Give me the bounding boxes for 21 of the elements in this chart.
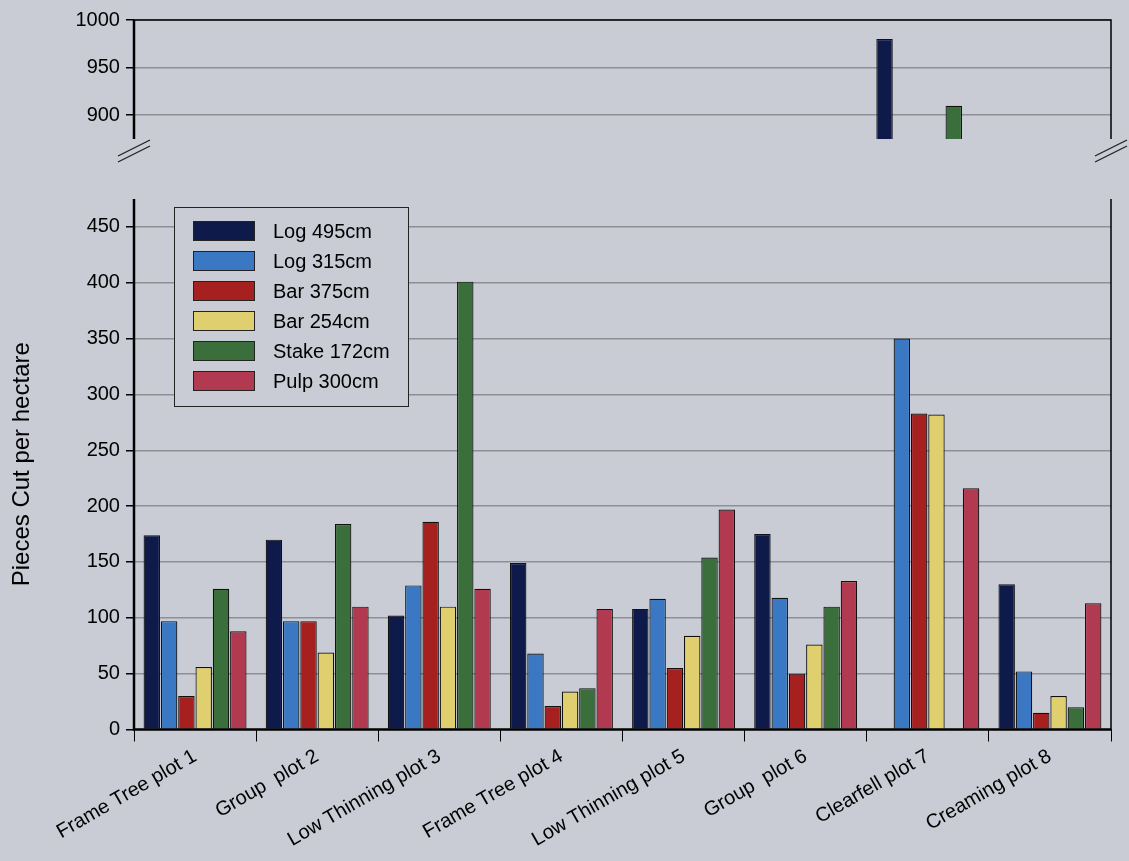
y-tick-label: 200	[86, 493, 120, 516]
y-tick-label: 450	[86, 214, 120, 237]
legend-label: Pulp 300cm	[273, 369, 379, 393]
y-tick-label: 400	[86, 270, 120, 293]
legend-label: Bar 375cm	[273, 279, 370, 303]
y-tick-label: 350	[86, 326, 120, 349]
legend-label: Log 315cm	[273, 249, 372, 273]
y-tick-label: 0	[108, 717, 120, 740]
y-axis-title: Pieces Cut per hectare	[7, 342, 35, 587]
y-tick-label: 1000	[75, 7, 120, 30]
legend-label: Bar 254cm	[273, 309, 370, 333]
legend-label: Stake 172cm	[273, 339, 390, 363]
y-tick-label: 900	[86, 102, 120, 125]
y-tick-label: 100	[86, 605, 120, 628]
y-tick-label: 250	[86, 437, 120, 460]
y-tick-label: 150	[86, 549, 120, 572]
x-tick-label: Group plot 6	[699, 744, 811, 821]
y-tick-label: 50	[97, 661, 120, 684]
y-tick-label: 300	[86, 381, 120, 404]
y-tick-label: 950	[86, 55, 120, 78]
legend-label: Log 495cm	[273, 219, 372, 243]
